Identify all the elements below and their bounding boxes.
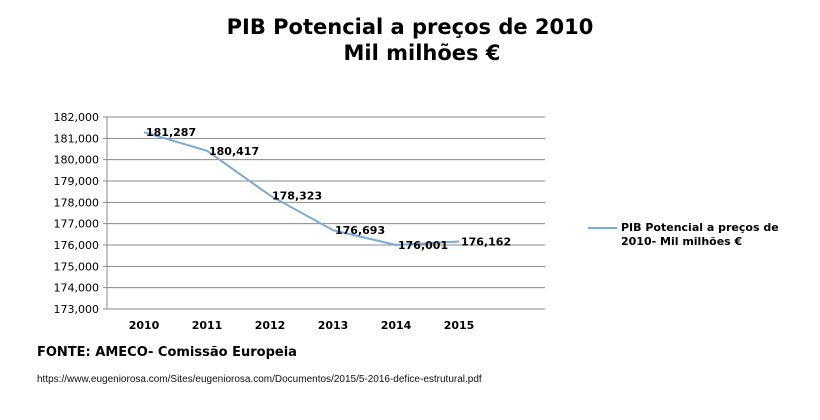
series-group — [143, 131, 460, 246]
chart-subtitle: Mil milhões € — [343, 41, 501, 65]
x-tick-label: 2013 — [318, 319, 349, 332]
x-tick-label: 2010 — [129, 319, 160, 332]
source-url: https://www.eugeniorosa.com/Sites/eugeni… — [37, 374, 482, 385]
y-tick-label: 176,000 — [54, 239, 100, 252]
legend: PIB Potencial a preços de 2010- Mil milh… — [588, 221, 779, 248]
y-tick-label: 178,000 — [54, 196, 100, 209]
chart-title: PIB Potencial a preços de 2010 — [226, 15, 594, 39]
data-labels: 181,287 180,417 178,323 176,693 176,001 176,1… — [146, 126, 511, 252]
gridlines — [103, 116, 545, 310]
y-axis-ticks: 173,000 174,000 175,000 176,000 177,000 178,0… — [54, 111, 100, 316]
data-label: 176,001 — [398, 239, 448, 252]
legend-label-line2: 2010- Mil milhões € — [621, 235, 742, 248]
y-tick-label: 173,000 — [54, 303, 100, 316]
data-label: 176,162 — [461, 236, 511, 249]
data-label: 178,323 — [272, 189, 322, 202]
y-tick-label: 181,000 — [54, 132, 100, 145]
x-tick-label: 2015 — [444, 319, 475, 332]
y-tick-label: 182,000 — [54, 111, 100, 124]
data-label: 181,287 — [146, 126, 196, 139]
y-tick-label: 179,000 — [54, 175, 100, 188]
line-chart: 173,000 174,000 175,000 176,000 177,000 178,0… — [54, 111, 779, 332]
y-tick-label: 180,000 — [54, 154, 100, 167]
y-tick-label: 174,000 — [54, 282, 100, 295]
x-tick-label: 2012 — [255, 319, 286, 332]
y-tick-label: 177,000 — [54, 218, 100, 231]
series-line — [143, 131, 460, 246]
source-note: FONTE: AMECO- Comissão Europeia — [37, 345, 297, 360]
legend-label-line1: PIB Potencial a preços de — [621, 221, 779, 234]
data-label: 180,417 — [209, 145, 259, 158]
data-label: 176,693 — [335, 224, 385, 237]
x-axis-ticks: 2010 2011 2012 2013 2014 2015 — [129, 319, 475, 332]
x-tick-label: 2011 — [192, 319, 223, 332]
y-tick-label: 175,000 — [54, 260, 100, 273]
x-tick-label: 2014 — [381, 319, 412, 332]
